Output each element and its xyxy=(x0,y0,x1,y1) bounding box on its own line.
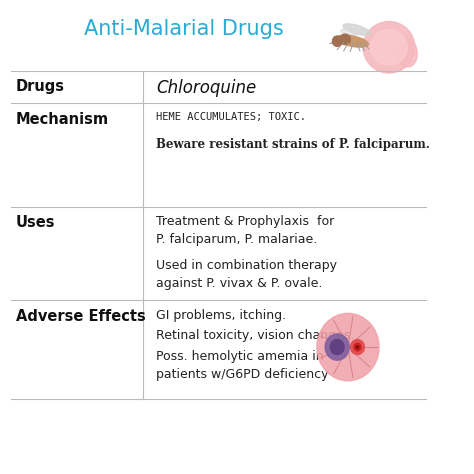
Ellipse shape xyxy=(337,35,368,47)
Text: Mechanism: Mechanism xyxy=(16,112,109,127)
Text: Treatment & Prophylaxis  for
P. falciparum, P. malariae.: Treatment & Prophylaxis for P. falciparu… xyxy=(156,215,334,246)
Ellipse shape xyxy=(343,24,370,35)
Text: Beware resistant strains of P. falciparum.: Beware resistant strains of P. falciparu… xyxy=(156,137,430,151)
Ellipse shape xyxy=(339,34,350,45)
Ellipse shape xyxy=(395,37,417,67)
Text: Drugs: Drugs xyxy=(16,79,65,94)
Circle shape xyxy=(332,36,342,46)
Text: Uses: Uses xyxy=(16,215,55,230)
Text: Used in combination therapy
against P. vivax & P. ovale.: Used in combination therapy against P. v… xyxy=(156,259,337,290)
Ellipse shape xyxy=(371,30,407,65)
Circle shape xyxy=(356,346,359,348)
Ellipse shape xyxy=(341,28,362,35)
Circle shape xyxy=(351,339,365,355)
Circle shape xyxy=(317,313,379,381)
Circle shape xyxy=(325,334,349,360)
Text: Adverse Effects: Adverse Effects xyxy=(16,309,146,324)
Ellipse shape xyxy=(363,21,415,73)
Text: HEME ACCUMULATES; TOXIC.: HEME ACCUMULATES; TOXIC. xyxy=(156,112,306,122)
Circle shape xyxy=(330,339,344,355)
Text: GI problems, itching.: GI problems, itching. xyxy=(156,309,286,322)
Text: Chloroquine: Chloroquine xyxy=(156,79,256,97)
Circle shape xyxy=(354,343,361,351)
Text: Anti-Malarial Drugs: Anti-Malarial Drugs xyxy=(84,18,284,38)
Text: Retinal toxicity, vision changes.: Retinal toxicity, vision changes. xyxy=(156,329,355,342)
Text: Poss. hemolytic amemia in
patients w/G6PD deficiency: Poss. hemolytic amemia in patients w/G6P… xyxy=(156,350,328,381)
